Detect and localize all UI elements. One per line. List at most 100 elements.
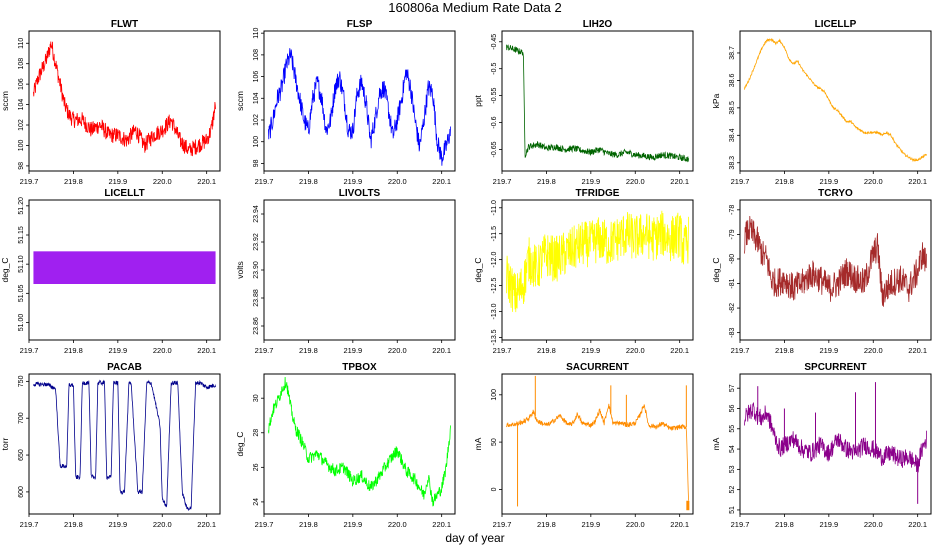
pacab-title: PACAB: [107, 362, 142, 373]
pacab-xtick-label-0: 219.7: [20, 520, 39, 529]
licellp-ytick-label-2: 38.5: [729, 101, 736, 115]
lih2o-ytick-label-1: -0.6: [491, 116, 498, 128]
panel-licellt: LICELLT deg_C 51.00 51.05 51.10 51.15 51.20 219…: [0, 188, 221, 355]
livolts-ytick-label-3: 23.92: [253, 233, 260, 251]
flwt-frame: [28, 30, 221, 172]
licellp-ytick-label-1: 38.4: [729, 128, 736, 142]
licellp-title: LICELLP: [815, 19, 857, 30]
panel-flsp: FLSP sccm 98 100 102 104 106 108 110 219.7 219.8 21…: [235, 19, 456, 186]
licellp-xtick-label-3: 220.0: [864, 177, 883, 186]
livolts-ytick-label-0: 23.86: [253, 317, 260, 335]
lih2o-title: LIH2O: [583, 19, 613, 30]
panel-pacab: PACAB torr 600 650 700 750 219.7 219.8 219.9 220.…: [0, 362, 221, 529]
flwt-plot-area: [33, 41, 216, 157]
tpbox-xtick-label-0: 219.7: [255, 520, 274, 529]
licellt-xtick-label-4: 220.1: [197, 346, 216, 355]
sacurrent-title: SACURRENT: [566, 362, 629, 373]
livolts-ytick-label-2: 23.90: [253, 261, 260, 279]
tcryo-xtick-label-3: 220.0: [864, 346, 883, 355]
lih2o-ytick-label-0: -0.65: [491, 141, 498, 157]
tfridge-xtick-label-2: 219.9: [581, 346, 600, 355]
flsp-ylabel: sccm: [235, 91, 245, 111]
flsp-ytick-label-2: 102: [253, 114, 260, 126]
panel-sacurrent: SACURRENT mA 0 50 100 219.7 219.8 219.9 220.0 220…: [473, 362, 694, 529]
tpbox-xtick-label-1: 219.8: [299, 520, 318, 529]
flwt-xtick-label-1: 219.8: [64, 177, 83, 186]
tcryo-ytick-label-0: -83: [729, 327, 736, 337]
livolts-ytick-label-4: 23.94: [253, 205, 260, 223]
licellp-xtick-label-4: 220.1: [908, 177, 927, 186]
tcryo-ytick-label-2: -81: [729, 278, 736, 288]
lih2o-xtick-label-1: 219.8: [537, 177, 556, 186]
tcryo-ytick-label-1: -82: [729, 303, 736, 313]
pacab-xtick-label-3: 220.0: [153, 520, 172, 529]
tcryo-ytick-label-5: -78: [729, 205, 736, 215]
flwt-series-line: [33, 41, 216, 157]
livolts-xtick-label-4: 220.1: [432, 346, 451, 355]
pacab-xtick-label-1: 219.8: [64, 520, 83, 529]
tpbox-title: TPBOX: [342, 362, 377, 373]
flwt-ytick-label-1: 100: [18, 140, 25, 152]
flsp-plot-area: [268, 48, 451, 166]
flsp-frame: [263, 30, 456, 172]
licellt-title: LICELLT: [104, 188, 144, 199]
flsp-ytick-label-3: 104: [253, 92, 260, 104]
licellt-ytick-label-3: 51.15: [18, 226, 25, 244]
tpbox-xtick-label-2: 219.9: [343, 520, 362, 529]
flsp-xtick-label-2: 219.9: [343, 177, 362, 186]
livolts-title: LIVOLTS: [339, 188, 381, 199]
livolts-ytick-label-1: 23.88: [253, 289, 260, 307]
tfridge-ytick-label-3: -12.0: [491, 252, 498, 268]
licellp-ytick-label-4: 38.7: [729, 46, 736, 60]
pacab-series-line: [33, 379, 216, 511]
licellp-plot-area: [744, 37, 927, 163]
licellt-ytick-label-2: 51.10: [18, 255, 25, 273]
lih2o-xtick-label-3: 220.0: [626, 177, 645, 186]
panel-flwt: FLWT sccm 98 100 102 104 106 108 110 219.7 219.8 21…: [0, 19, 221, 186]
flwt-ytick-label-6: 110: [18, 38, 25, 49]
spcurrent-xtick-label-0: 219.7: [731, 520, 750, 529]
lih2o-frame: [501, 30, 694, 172]
tcryo-xtick-label-1: 219.8: [775, 346, 794, 355]
sacurrent-ylabel: mA: [473, 437, 483, 450]
panel-spcurrent: SPCURRENT mA 51 52 53 54 55 56 57 219.7 219.8 219.9…: [711, 362, 932, 529]
sacurrent-plot-area: [506, 375, 690, 511]
tcryo-ytick-label-3: -80: [729, 254, 736, 264]
licellp-xtick-label-1: 219.8: [775, 177, 794, 186]
lih2o-plot-area: [506, 44, 689, 163]
tfridge-series-line: [506, 210, 689, 313]
pacab-frame: [28, 373, 221, 515]
sacurrent-ytick-label-2: 100: [491, 389, 498, 401]
licellt-xtick-label-2: 219.9: [108, 346, 127, 355]
licellp-ytick-label-0: 38.3: [729, 156, 736, 170]
licellp-xtick-label-2: 219.9: [819, 177, 838, 186]
lih2o-xtick-label-4: 220.1: [670, 177, 689, 186]
tpbox-ylabel: deg_C: [235, 431, 245, 456]
tcryo-xtick-label-0: 219.7: [731, 346, 750, 355]
sacurrent-frame: [501, 373, 694, 515]
flwt-xtick-label-0: 219.7: [20, 177, 39, 186]
spcurrent-xtick-label-1: 219.8: [775, 520, 794, 529]
tpbox-ytick-label-1: 26: [253, 463, 260, 471]
sacurrent-xtick-label-3: 220.0: [626, 520, 645, 529]
pacab-plot-area: [33, 379, 216, 511]
lih2o-ytick-label-3: -0.5: [491, 63, 498, 75]
spcurrent-xtick-label-4: 220.1: [908, 520, 927, 529]
tcryo-title: TCRYO: [818, 188, 853, 199]
livolts-xtick-label-3: 220.0: [388, 346, 407, 355]
licellp-ylabel: kPa: [711, 93, 721, 108]
licellt-data-band: [33, 251, 216, 284]
panel-licellp: LICELLP kPa 38.3 38.4 38.5 38.6 38.7 219.7 219.8…: [711, 19, 932, 186]
sacurrent-xtick-label-0: 219.7: [493, 520, 512, 529]
flwt-ytick-label-3: 104: [18, 99, 25, 111]
tfridge-ytick-label-0: -13.5: [491, 329, 498, 345]
tpbox-xtick-label-3: 220.0: [388, 520, 407, 529]
tfridge-ylabel: deg_C: [473, 257, 483, 282]
flsp-ytick-label-1: 100: [253, 136, 260, 148]
flsp-ytick-label-6: 110: [253, 27, 260, 38]
tfridge-plot-area: [506, 210, 689, 313]
licellp-frame: [739, 30, 932, 172]
tcryo-xtick-label-2: 219.9: [819, 346, 838, 355]
spcurrent-ytick-label-2: 53: [729, 465, 736, 473]
